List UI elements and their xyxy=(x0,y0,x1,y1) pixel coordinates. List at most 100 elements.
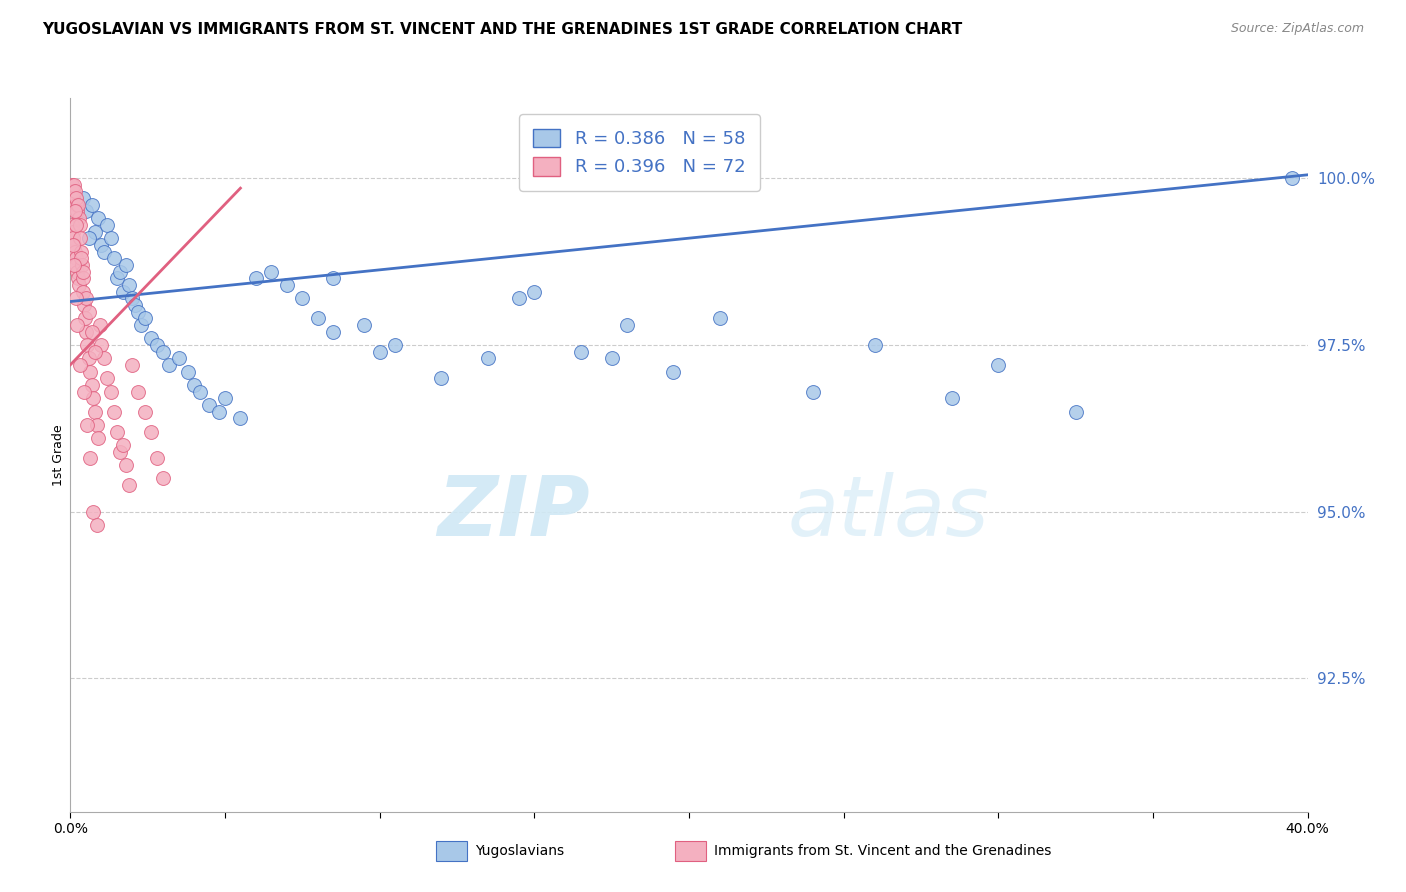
Point xyxy=(291,291,314,305)
Point xyxy=(146,338,169,352)
Point xyxy=(63,185,86,199)
Point xyxy=(86,518,108,533)
Point xyxy=(131,318,153,332)
Point xyxy=(108,444,131,458)
Point xyxy=(100,231,122,245)
Point xyxy=(96,218,118,232)
Point xyxy=(430,371,453,385)
Point xyxy=(70,244,93,259)
Point xyxy=(63,244,86,259)
Point xyxy=(111,438,134,452)
Point xyxy=(353,318,375,332)
Point xyxy=(60,218,83,232)
Point xyxy=(127,384,149,399)
Point xyxy=(90,237,112,252)
Point xyxy=(87,431,110,445)
Point xyxy=(322,325,344,339)
Point xyxy=(127,304,149,318)
Point xyxy=(70,251,93,265)
Point xyxy=(69,218,91,232)
Point xyxy=(66,204,89,219)
Point xyxy=(208,404,231,418)
Point xyxy=(84,404,107,418)
Point xyxy=(157,358,180,372)
Point xyxy=(80,198,103,212)
Point xyxy=(108,264,131,278)
Point xyxy=(863,338,886,352)
Point xyxy=(86,417,108,432)
Point xyxy=(569,344,592,359)
Point xyxy=(121,291,143,305)
Point xyxy=(77,351,100,366)
Point xyxy=(70,258,93,272)
Point xyxy=(801,384,824,399)
Y-axis label: 1st Grade: 1st Grade xyxy=(52,424,65,486)
Text: ZIP: ZIP xyxy=(437,472,591,552)
Point xyxy=(115,258,138,272)
Point xyxy=(118,478,141,492)
Point xyxy=(105,425,128,439)
Point xyxy=(72,271,94,285)
Point xyxy=(115,458,138,472)
Point xyxy=(103,251,125,265)
Point xyxy=(66,264,89,278)
Point xyxy=(72,285,94,299)
Point xyxy=(508,291,530,305)
Point xyxy=(90,338,112,352)
Text: Source: ZipAtlas.com: Source: ZipAtlas.com xyxy=(1230,22,1364,36)
Point xyxy=(198,398,221,412)
Point xyxy=(477,351,499,366)
Point xyxy=(84,344,107,359)
Point xyxy=(183,377,205,392)
Point xyxy=(75,311,97,326)
Point xyxy=(62,231,84,245)
Point xyxy=(63,178,86,192)
Point xyxy=(79,365,101,379)
Text: Yugoslavians: Yugoslavians xyxy=(475,844,564,858)
Point xyxy=(80,325,103,339)
Point xyxy=(69,358,91,372)
Point xyxy=(77,231,100,245)
Point xyxy=(146,451,169,466)
Point xyxy=(384,338,406,352)
Point xyxy=(523,285,546,299)
Point xyxy=(82,505,105,519)
Text: atlas: atlas xyxy=(787,472,990,552)
Point xyxy=(616,318,638,332)
Point xyxy=(188,384,211,399)
Point xyxy=(60,178,83,192)
Point xyxy=(124,298,146,312)
Point xyxy=(65,251,87,265)
Point xyxy=(600,351,623,366)
Point xyxy=(62,225,84,239)
Point xyxy=(63,204,86,219)
Point xyxy=(66,318,89,332)
Point xyxy=(62,237,84,252)
Point xyxy=(62,191,84,205)
Point xyxy=(65,198,87,212)
Legend: R = 0.386   N = 58, R = 0.396   N = 72: R = 0.386 N = 58, R = 0.396 N = 72 xyxy=(519,114,761,191)
Point xyxy=(662,365,685,379)
Point xyxy=(73,384,96,399)
Point xyxy=(67,271,90,285)
Point xyxy=(139,425,162,439)
Point xyxy=(67,198,90,212)
Point xyxy=(229,411,252,425)
Point xyxy=(75,204,97,219)
Point xyxy=(84,225,107,239)
Point xyxy=(260,264,283,278)
Point xyxy=(82,391,105,405)
Point xyxy=(276,277,298,292)
Point xyxy=(111,285,134,299)
Point xyxy=(76,417,98,432)
Point xyxy=(65,191,87,205)
Text: Immigrants from St. Vincent and the Grenadines: Immigrants from St. Vincent and the Gren… xyxy=(714,844,1052,858)
Point xyxy=(987,358,1010,372)
Point xyxy=(214,391,236,405)
Point xyxy=(307,311,329,326)
Text: YUGOSLAVIAN VS IMMIGRANTS FROM ST. VINCENT AND THE GRENADINES 1ST GRADE CORRELAT: YUGOSLAVIAN VS IMMIGRANTS FROM ST. VINCE… xyxy=(42,22,963,37)
Point xyxy=(134,311,156,326)
Point xyxy=(167,351,190,366)
Point xyxy=(941,391,963,405)
Point xyxy=(89,318,111,332)
